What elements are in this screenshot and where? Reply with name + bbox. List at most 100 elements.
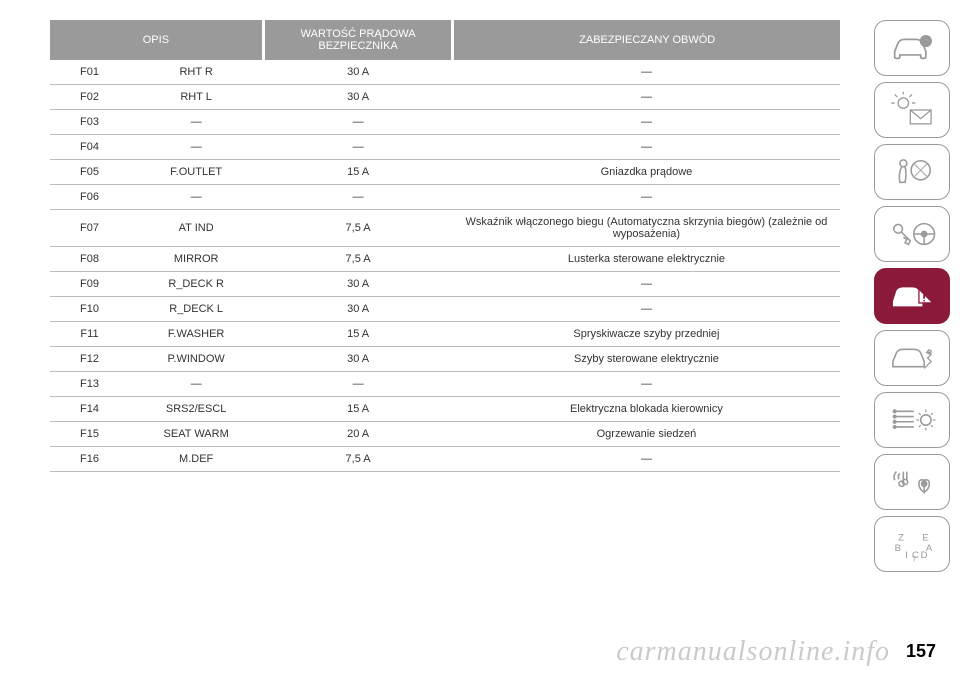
fuse-id: F15	[50, 422, 129, 447]
fuse-circuit: —	[453, 297, 840, 322]
page-number: 157	[906, 641, 936, 662]
fuse-label: —	[129, 135, 263, 160]
fuse-circuit: —	[453, 372, 840, 397]
fuse-amp: —	[263, 110, 453, 135]
fuse-amp: 15 A	[263, 160, 453, 185]
fuse-amp: —	[263, 135, 453, 160]
fuse-circuit: Wskaźnik włączonego biegu (Automatyczna …	[453, 210, 840, 247]
fuse-circuit: —	[453, 110, 840, 135]
fuse-amp: 30 A	[263, 85, 453, 110]
sidebar-icons: i	[874, 20, 950, 572]
fuse-amp: —	[263, 185, 453, 210]
fuse-circuit: —	[453, 447, 840, 472]
header-wartosc: WARTOŚĆ PRĄDOWA BEZPIECZNIKA	[263, 20, 453, 60]
fuse-id: F16	[50, 447, 129, 472]
table-row: F03———	[50, 110, 840, 135]
watermark: carmanualsonline.info	[616, 636, 890, 668]
table-row: F05F.OUTLET15 AGniazdka prądowe	[50, 160, 840, 185]
fuse-label: SRS2/ESCL	[129, 397, 263, 422]
fuse-label: P.WINDOW	[129, 347, 263, 372]
fuse-amp: 15 A	[263, 397, 453, 422]
table-row: F13———	[50, 372, 840, 397]
fuse-label: —	[129, 185, 263, 210]
header-obwod: ZABEZPIECZANY OBWÓD	[453, 20, 840, 60]
fuse-circuit: —	[453, 135, 840, 160]
fuse-amp: 15 A	[263, 322, 453, 347]
fuse-circuit: —	[453, 85, 840, 110]
fuse-circuit: —	[453, 272, 840, 297]
fuse-id: F09	[50, 272, 129, 297]
fuse-label: R_DECK R	[129, 272, 263, 297]
key-wheel-icon[interactable]	[874, 206, 950, 262]
table-row: F12P.WINDOW30 ASzyby sterowane elektrycz…	[50, 347, 840, 372]
fuse-label: M.DEF	[129, 447, 263, 472]
fuse-id: F10	[50, 297, 129, 322]
svg-text:B: B	[895, 543, 901, 554]
fuse-table: OPIS WARTOŚĆ PRĄDOWA BEZPIECZNIKA ZABEZP…	[50, 20, 840, 472]
svg-text:Z: Z	[898, 533, 904, 544]
fuse-id: F03	[50, 110, 129, 135]
fuse-circuit: Ogrzewanie siedzeń	[453, 422, 840, 447]
fuse-id: F11	[50, 322, 129, 347]
header-opis: OPIS	[50, 20, 263, 60]
fuse-label: SEAT WARM	[129, 422, 263, 447]
car-info-icon[interactable]: i	[874, 20, 950, 76]
table-row: F14SRS2/ESCL15 AElektryczna blokada kier…	[50, 397, 840, 422]
light-mail-icon[interactable]	[874, 82, 950, 138]
table-row: F16M.DEF7,5 A—	[50, 447, 840, 472]
fuse-id: F05	[50, 160, 129, 185]
fuse-circuit: Lusterka sterowane elektrycznie	[453, 247, 840, 272]
fuse-amp: 30 A	[263, 272, 453, 297]
media-nav-icon[interactable]	[874, 454, 950, 510]
svg-text:E: E	[922, 533, 928, 544]
fuse-label: RHT R	[129, 60, 263, 85]
fuse-id: F08	[50, 247, 129, 272]
fuse-id: F01	[50, 60, 129, 85]
fuse-id: F02	[50, 85, 129, 110]
car-warning-icon[interactable]	[874, 268, 950, 324]
fuse-id: F07	[50, 210, 129, 247]
fuse-circuit: Spryskiwacze szyby przedniej	[453, 322, 840, 347]
fuse-label: F.OUTLET	[129, 160, 263, 185]
table-row: F04———	[50, 135, 840, 160]
fuse-label: —	[129, 110, 263, 135]
fuse-id: F12	[50, 347, 129, 372]
fuse-circuit: —	[453, 60, 840, 85]
fuse-amp: —	[263, 372, 453, 397]
fuse-label: AT IND	[129, 210, 263, 247]
table-row: F02RHT L30 A—	[50, 85, 840, 110]
list-gear-icon[interactable]	[874, 392, 950, 448]
table-row: F15SEAT WARM20 AOgrzewanie siedzeń	[50, 422, 840, 447]
fuse-label: R_DECK L	[129, 297, 263, 322]
fuse-circuit: Gniazdka prądowe	[453, 160, 840, 185]
fuse-id: F13	[50, 372, 129, 397]
table-row: F01RHT R30 A—	[50, 60, 840, 85]
fuse-amp: 7,5 A	[263, 447, 453, 472]
fuse-label: MIRROR	[129, 247, 263, 272]
table-row: F09R_DECK R30 A—	[50, 272, 840, 297]
fuse-circuit: Szyby sterowane elektrycznie	[453, 347, 840, 372]
fuse-circuit: Elektryczna blokada kierownicy	[453, 397, 840, 422]
fuse-id: F14	[50, 397, 129, 422]
fuse-amp: 30 A	[263, 60, 453, 85]
fuse-amp: 7,5 A	[263, 210, 453, 247]
fuse-id: F06	[50, 185, 129, 210]
fuse-amp: 20 A	[263, 422, 453, 447]
airbag-icon[interactable]	[874, 144, 950, 200]
svg-text:D: D	[921, 550, 928, 561]
fuse-label: RHT L	[129, 85, 263, 110]
table-row: F07AT IND7,5 AWskaźnik włączonego biegu …	[50, 210, 840, 247]
fuse-label: —	[129, 372, 263, 397]
car-service-icon[interactable]	[874, 330, 950, 386]
table-row: F06———	[50, 185, 840, 210]
svg-text:I: I	[905, 550, 908, 561]
fuse-amp: 30 A	[263, 347, 453, 372]
fuse-amp: 7,5 A	[263, 247, 453, 272]
table-row: F11F.WASHER15 ASpryskiwacze szyby przedn…	[50, 322, 840, 347]
table-row: F08MIRROR7,5 ALusterka sterowane elektry…	[50, 247, 840, 272]
fuse-id: F04	[50, 135, 129, 160]
fuse-amp: 30 A	[263, 297, 453, 322]
index-icon[interactable]: ZE BA ICD T	[874, 516, 950, 572]
fuse-label: F.WASHER	[129, 322, 263, 347]
fuse-circuit: —	[453, 185, 840, 210]
